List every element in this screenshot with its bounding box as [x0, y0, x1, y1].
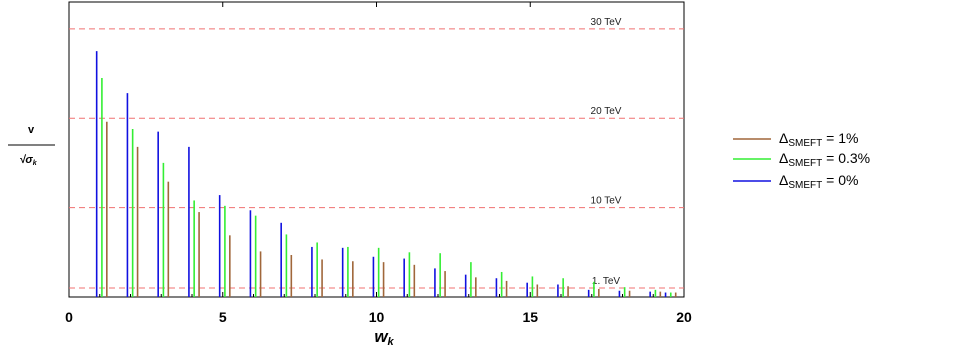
y-axis-label: v √σk: [8, 124, 55, 167]
x-axis-label: wk: [374, 327, 394, 347]
y-axis-label-denominator: √σk: [19, 154, 37, 167]
y-axis-label-numerator: v: [28, 124, 35, 136]
x-tick-label: 0: [65, 309, 73, 325]
plot-border: [68, 1, 685, 298]
legend-entry: ΔSMEFT = 1%: [779, 130, 858, 149]
x-axis-ticks: 0 5 10 15 20: [65, 2, 692, 325]
x-tick-label: 20: [676, 309, 692, 325]
reference-line-label: 30 TeV: [591, 17, 622, 28]
reference-line-label: 1. TeV: [592, 276, 620, 287]
x-tick-label: 5: [219, 309, 227, 325]
legend: ΔSMEFT = 1%ΔSMEFT = 0.3% ΔSMEFT = 0%: [733, 130, 870, 191]
legend-entry: ΔSMEFT = 0%: [779, 172, 858, 191]
x-tick-label: 15: [522, 309, 538, 325]
plot-frame: [68, 1, 685, 298]
x-tick-label: 10: [369, 309, 385, 325]
bars: [95, 51, 677, 297]
legend-entry: ΔSMEFT = 0.3%: [779, 150, 870, 169]
reference-line-label: 20 TeV: [591, 106, 622, 117]
reference-line-label: 10 TeV: [591, 196, 622, 207]
reference-lines: 30 TeV 20 TeV 10 TeV 1. TeV: [69, 17, 684, 289]
